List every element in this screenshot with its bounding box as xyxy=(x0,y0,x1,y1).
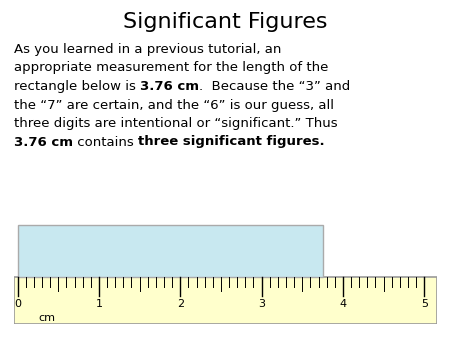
Text: 5: 5 xyxy=(421,299,428,309)
Text: Significant Figures: Significant Figures xyxy=(123,12,327,32)
Text: 4: 4 xyxy=(339,299,346,309)
Text: As you learned in a previous tutorial, an: As you learned in a previous tutorial, a… xyxy=(14,43,281,56)
Text: 3: 3 xyxy=(258,299,265,309)
Text: 3.76 cm: 3.76 cm xyxy=(140,80,199,93)
Text: 1: 1 xyxy=(95,299,103,309)
Text: 3.76 cm: 3.76 cm xyxy=(14,136,73,148)
Text: .  Because the “3” and: . Because the “3” and xyxy=(199,80,351,93)
Text: rectangle below is: rectangle below is xyxy=(14,80,140,93)
Text: the “7” are certain, and the “6” is our guess, all: the “7” are certain, and the “6” is our … xyxy=(14,98,334,112)
Bar xyxy=(14,277,436,324)
Text: cm: cm xyxy=(38,313,55,323)
Text: three digits are intentional or “significant.” Thus: three digits are intentional or “signifi… xyxy=(14,117,338,130)
Text: contains: contains xyxy=(73,136,138,148)
Text: appropriate measurement for the length of the: appropriate measurement for the length o… xyxy=(14,62,328,74)
Text: three significant figures.: three significant figures. xyxy=(138,136,324,148)
Text: 0: 0 xyxy=(14,299,21,309)
Text: 2: 2 xyxy=(177,299,184,309)
Bar xyxy=(18,225,324,277)
